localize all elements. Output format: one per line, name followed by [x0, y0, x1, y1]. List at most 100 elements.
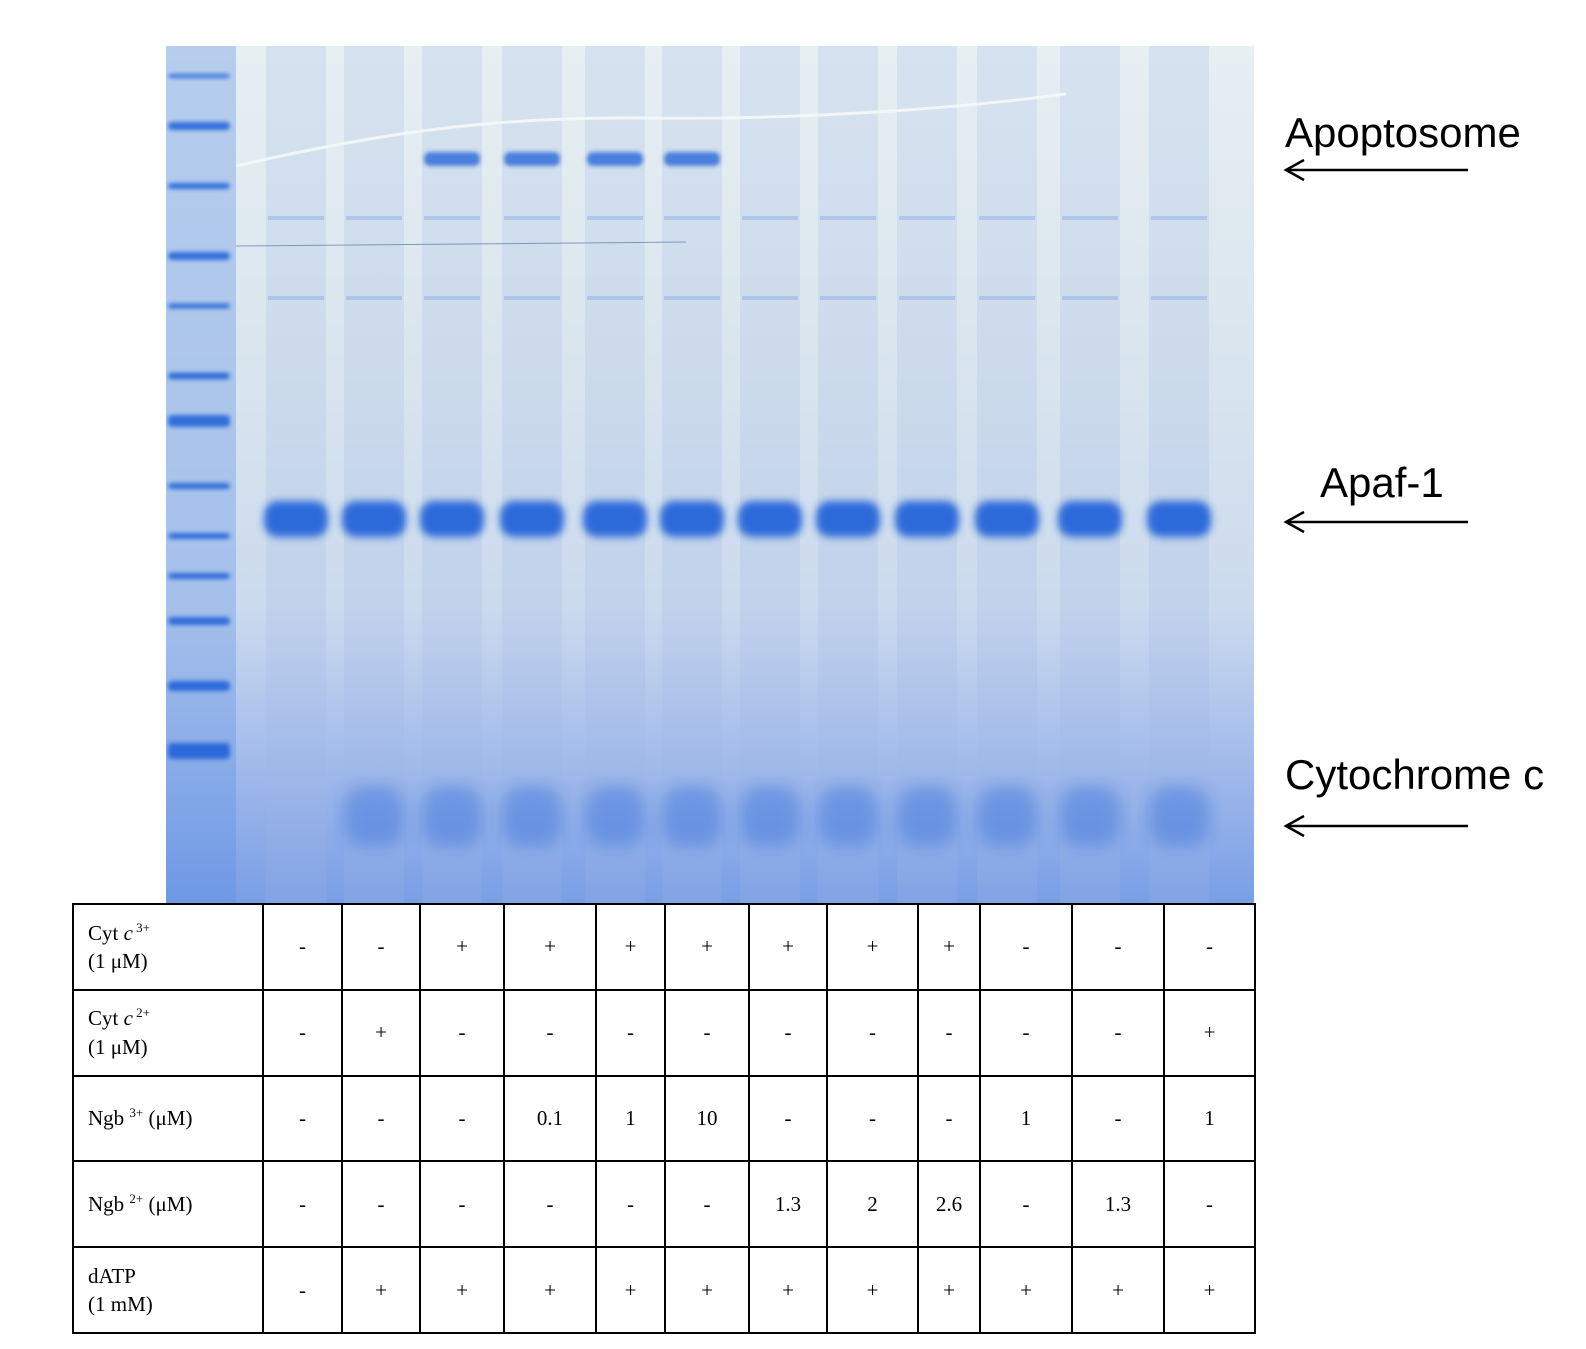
faint-band [504, 296, 560, 300]
apaf1-band [500, 501, 564, 537]
lane-background [897, 46, 957, 903]
ladder-band [168, 122, 230, 130]
cytochrome-c-band [422, 786, 482, 846]
gel-lane [1058, 46, 1122, 903]
table-cell: - [595, 1160, 666, 1249]
faint-band [899, 296, 955, 300]
row-label-concentration: (1 mM) [88, 1292, 153, 1317]
gel-lane [895, 46, 959, 903]
faint-band [820, 296, 876, 300]
faint-band [424, 216, 480, 220]
gel-lane [816, 46, 880, 903]
lane-background [344, 46, 404, 903]
table-cell: - [262, 1074, 343, 1163]
row-label: dATP (1 mM) [72, 1246, 264, 1334]
row-label-unit: (μM) [143, 1192, 193, 1217]
table-cell: - [917, 1074, 981, 1163]
table-row: Ngb 2+ (μM) - - - - - -1.3 2 2.6-1.3- [72, 1160, 1256, 1249]
table-cell: - [1163, 903, 1256, 991]
table-cell: - [1071, 903, 1165, 991]
table-cell: + [341, 988, 421, 1077]
table-cell: - [664, 1160, 750, 1249]
row-label: Cyt c 2+ (1 μM) [72, 988, 264, 1077]
table-cell: - [979, 1160, 1073, 1249]
table-cell: - [341, 903, 421, 991]
row-label-italic: c [123, 1006, 133, 1031]
faint-band [820, 216, 876, 220]
table-cell: 2.6 [917, 1160, 981, 1249]
faint-band [664, 296, 720, 300]
faint-band [1151, 216, 1207, 220]
row-label-italic: c [123, 920, 133, 945]
table-cell: + [595, 1246, 666, 1334]
apaf1-band [738, 501, 802, 537]
row-label-unit: (μM) [143, 1106, 193, 1131]
gel-lane [660, 46, 724, 903]
table-cell: + [748, 903, 828, 991]
faint-band [268, 216, 324, 220]
gel-bands [166, 46, 1254, 903]
table-cell: - [595, 988, 666, 1077]
apaf1-band [975, 501, 1039, 537]
table-cell: - [917, 988, 981, 1077]
row-label-text: dATP [88, 1263, 136, 1288]
cytochrome-c-band [502, 786, 562, 846]
gel-lane [264, 46, 328, 903]
table-cell: - [419, 988, 505, 1077]
apaf1-band [895, 501, 959, 537]
table-cell: + [419, 903, 505, 991]
gel-image [166, 46, 1254, 903]
table-cell: - [826, 988, 919, 1077]
cytochrome-c-band [818, 786, 878, 846]
cytochrome-c-band [977, 786, 1037, 846]
faint-band [587, 216, 643, 220]
gel-lane [738, 46, 802, 903]
ladder-band [168, 743, 230, 759]
cytochrome-c-band [1060, 786, 1120, 846]
table-cell: + [979, 1246, 1073, 1334]
cytochrome-c-band [344, 786, 404, 846]
table-cell: - [1071, 988, 1165, 1077]
apaf1-band [1147, 501, 1211, 537]
table-cell: - [748, 1074, 828, 1163]
table-cell: - [419, 1160, 505, 1249]
ladder-band [168, 681, 230, 691]
table-cell: 1.3 [1071, 1160, 1165, 1249]
table-cell: + [748, 1246, 828, 1334]
table-row: dATP (1 mM) - + + + + + + + + + + + [72, 1246, 1256, 1334]
apaf1-band [1058, 501, 1122, 537]
cytochrome-c-band [740, 786, 800, 846]
table-cell: 1.3 [748, 1160, 828, 1249]
faint-band [742, 296, 798, 300]
lane-background [422, 46, 482, 903]
row-label: Cyt c 3+ (1 μM) [72, 903, 264, 991]
row-label: Ngb 2+ (μM) [72, 1160, 264, 1249]
lane-background [585, 46, 645, 903]
row-label-superscript: 2+ [132, 1005, 151, 1021]
apoptosome-arrow [1283, 158, 1468, 182]
apoptosome-band [664, 152, 720, 166]
table-cell: - [826, 1074, 919, 1163]
faint-band [1151, 296, 1207, 300]
lane-background [1060, 46, 1120, 903]
table-cell: - [979, 988, 1073, 1077]
apoptosome-label: Apoptosome [1285, 109, 1521, 156]
table-cell: - [748, 988, 828, 1077]
gel-lane [342, 46, 406, 903]
faint-band [664, 216, 720, 220]
table-row: Ngb 3+ (μM) - - -0.1 1 10- - -1-1 [72, 1074, 1256, 1163]
row-label-concentration: (1 μM) [88, 1034, 148, 1059]
gel-lane [975, 46, 1039, 903]
faint-band [979, 296, 1035, 300]
faint-band [1062, 296, 1118, 300]
apaf1-band [420, 501, 484, 537]
table-cell: + [1163, 988, 1256, 1077]
table-cell: - [503, 988, 597, 1077]
faint-band [346, 216, 402, 220]
ladder-band [168, 617, 230, 625]
row-label-text: Ngb [88, 1192, 130, 1217]
table-cell: 1 [595, 1074, 666, 1163]
faint-band [268, 296, 324, 300]
table-cell: - [503, 1160, 597, 1249]
table-cell: + [503, 903, 597, 991]
